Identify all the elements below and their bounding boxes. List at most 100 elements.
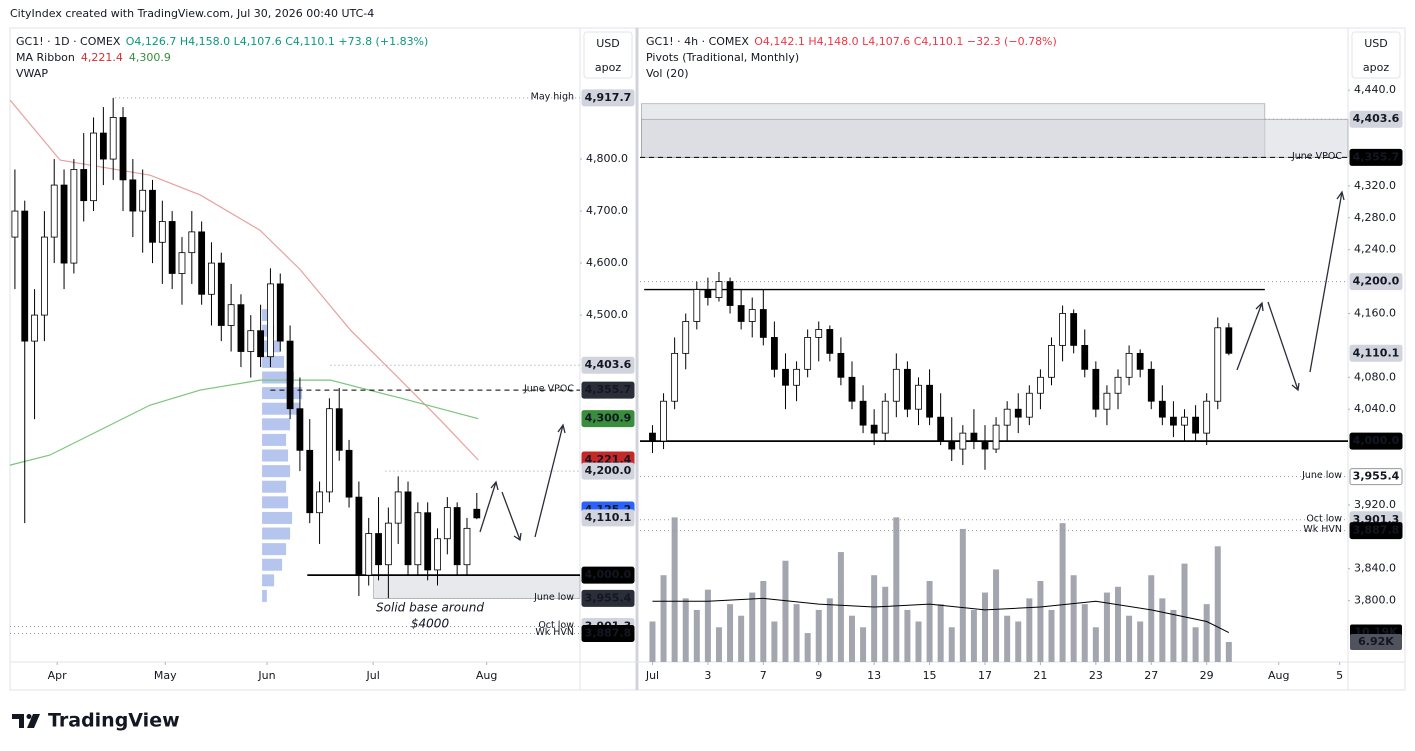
y-tick-label: 3,920.0: [1354, 498, 1396, 511]
candle-body: [335, 408, 343, 451]
candle-body: [1114, 376, 1122, 394]
level-name: Wk HVN: [535, 627, 574, 638]
candle-body: [404, 491, 412, 566]
candle-body: [1147, 368, 1155, 402]
ohlc: O4,142.1 H4,148.0 L4,107.6 C4,110.1 −32.…: [754, 35, 1057, 48]
volume-bar: [738, 615, 745, 662]
candle-body: [21, 210, 29, 342]
price-label: 4,110.1: [1353, 346, 1400, 359]
volume-bar: [671, 517, 678, 662]
volume-bar: [871, 575, 878, 662]
candle-body: [267, 283, 274, 358]
symbol: GC1! · 4h · COMEX: [646, 35, 749, 48]
price-label-box: [581, 566, 635, 584]
x-tick-label: Jul: [645, 669, 659, 682]
volume-bar: [704, 589, 711, 662]
candle-body: [40, 236, 48, 316]
volume-bar: [882, 586, 889, 662]
level-name: June low: [1301, 470, 1342, 481]
level-name: June VPOC: [1291, 151, 1342, 162]
candle-body: [473, 508, 481, 519]
level-name: Wk HVN: [1303, 524, 1342, 535]
candle-body: [660, 400, 667, 442]
candle-body: [237, 304, 245, 352]
volume-bar: [904, 609, 911, 662]
candle-body: [325, 408, 333, 493]
candle-body: [394, 491, 402, 524]
volume-bar: [1115, 586, 1122, 662]
price-label-box: [581, 462, 635, 480]
arrow: [1267, 301, 1300, 392]
candle-body: [31, 314, 38, 342]
legend-indicator: VWAP: [16, 67, 48, 80]
candle-body: [1136, 352, 1144, 370]
candle-body: [715, 281, 723, 298]
candle-body: [453, 507, 461, 566]
volume-bar: [1214, 546, 1221, 662]
indicator-value: 4,300.9: [129, 51, 171, 64]
indicator-name: MA Ribbon: [16, 51, 75, 64]
currency: USD: [596, 37, 620, 50]
currency: USD: [1364, 37, 1388, 50]
volume-bar: [1159, 598, 1166, 662]
profile-bar: [262, 402, 301, 415]
volume-bar: [915, 621, 922, 662]
price-label: 4,403.6: [585, 358, 632, 371]
price-label: 4,110.1: [585, 511, 632, 524]
level-name: June VPOC: [523, 384, 574, 395]
arrow: [501, 491, 522, 542]
volume-bar: [727, 604, 734, 662]
y-tick-label: 4,800.0: [586, 152, 628, 165]
y-tick-label: 4,280.0: [1354, 211, 1396, 224]
y-tick-label: 4,700.0: [586, 204, 628, 217]
price-label-box: [1349, 110, 1403, 128]
arrows: [479, 190, 1345, 542]
y-tick-label: 4,040.0: [1354, 402, 1396, 415]
volume-bar: [793, 604, 800, 662]
candle-body: [11, 210, 19, 238]
volume-ma: [652, 597, 1230, 633]
candle-body: [904, 368, 911, 410]
volume-bar: [848, 615, 855, 662]
candle-body: [682, 321, 690, 354]
volume-bar: [926, 581, 933, 662]
candle-body: [1092, 368, 1100, 410]
ohlc: O4,126.7 H4,158.0 L4,107.6 C4,110.1 +73.…: [126, 35, 429, 48]
charts: GC1! · 1D · COMEX O4,126.7 H4,158.0 L4,10…: [9, 31, 1403, 682]
logo-shape: [27, 714, 40, 728]
brand-logo: [12, 714, 40, 728]
candle-body: [109, 117, 117, 160]
price-label: 4,403.6: [1353, 112, 1400, 125]
candle-body: [99, 132, 107, 160]
profile-bar: [262, 465, 291, 478]
candle-body: [276, 283, 284, 342]
price-label-box: [581, 589, 635, 607]
unit: apoz: [1363, 61, 1389, 74]
volume-bar: [1037, 581, 1044, 662]
price-label: 3,955.4: [585, 591, 632, 604]
candle-body: [365, 533, 373, 576]
legend-indicator: Vol (20): [646, 67, 689, 80]
volume-bar: [970, 609, 977, 662]
candle-body: [1214, 327, 1222, 402]
candle-body: [1014, 408, 1022, 418]
candle-body: [286, 340, 294, 410]
volume-bar: [1181, 563, 1188, 662]
indicator-name: VWAP: [16, 67, 48, 80]
candle-body: [671, 352, 679, 402]
volume-bar: [1203, 604, 1210, 662]
x-tick-label: Jul: [365, 669, 379, 682]
price-label-box: [581, 89, 635, 107]
price-label-box: [581, 381, 635, 399]
level-name: June low: [533, 592, 574, 603]
candle-body: [770, 337, 778, 370]
volume-bar: [1004, 615, 1011, 662]
candle-body: [1181, 416, 1188, 426]
candle-body: [748, 309, 756, 322]
candle-body: [1059, 313, 1066, 346]
candle-body: [937, 416, 945, 442]
annotation: $4000: [411, 617, 450, 631]
y-tick-label: 4,440.0: [1354, 83, 1396, 96]
arrow: [479, 480, 499, 533]
price-label-box: [581, 624, 635, 642]
